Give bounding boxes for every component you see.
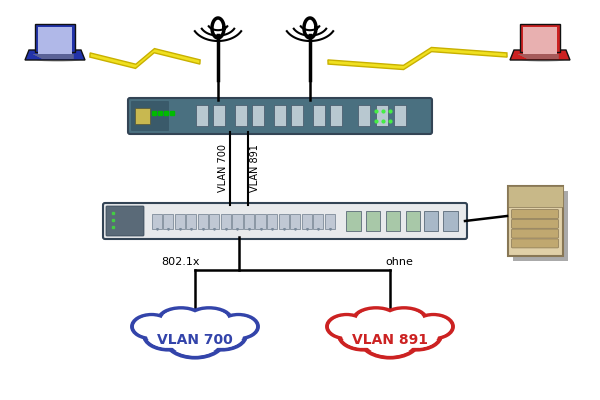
FancyBboxPatch shape	[511, 229, 559, 238]
FancyBboxPatch shape	[235, 105, 247, 126]
FancyBboxPatch shape	[443, 211, 458, 230]
Ellipse shape	[361, 322, 419, 358]
FancyBboxPatch shape	[244, 214, 254, 229]
Text: VLAN 700: VLAN 700	[157, 333, 233, 347]
Ellipse shape	[144, 320, 193, 350]
FancyBboxPatch shape	[329, 105, 341, 126]
Polygon shape	[328, 48, 507, 70]
Polygon shape	[90, 48, 200, 68]
Ellipse shape	[166, 322, 224, 358]
Polygon shape	[25, 50, 85, 60]
Ellipse shape	[414, 315, 453, 338]
FancyBboxPatch shape	[267, 214, 277, 229]
Ellipse shape	[187, 308, 232, 332]
Text: ohne: ohne	[385, 257, 413, 267]
Ellipse shape	[161, 310, 201, 330]
FancyBboxPatch shape	[135, 108, 150, 124]
FancyBboxPatch shape	[232, 214, 242, 229]
Text: 802.1x: 802.1x	[161, 257, 200, 267]
Ellipse shape	[356, 310, 396, 330]
FancyBboxPatch shape	[511, 239, 559, 248]
FancyBboxPatch shape	[508, 186, 563, 256]
Ellipse shape	[189, 310, 229, 330]
Ellipse shape	[132, 315, 171, 338]
FancyBboxPatch shape	[424, 211, 438, 230]
Ellipse shape	[518, 54, 568, 62]
Ellipse shape	[342, 322, 385, 348]
Polygon shape	[520, 24, 560, 52]
FancyBboxPatch shape	[376, 105, 388, 126]
Ellipse shape	[353, 308, 398, 332]
FancyBboxPatch shape	[511, 219, 559, 228]
FancyBboxPatch shape	[103, 203, 467, 239]
Ellipse shape	[158, 308, 203, 332]
FancyBboxPatch shape	[511, 210, 559, 218]
FancyBboxPatch shape	[358, 105, 370, 126]
Ellipse shape	[329, 316, 364, 337]
Polygon shape	[38, 27, 72, 54]
FancyBboxPatch shape	[313, 214, 323, 229]
FancyBboxPatch shape	[313, 105, 325, 126]
Ellipse shape	[134, 316, 169, 337]
Ellipse shape	[384, 310, 424, 330]
FancyBboxPatch shape	[290, 214, 300, 229]
FancyBboxPatch shape	[196, 105, 208, 126]
FancyBboxPatch shape	[128, 98, 432, 134]
FancyBboxPatch shape	[175, 214, 185, 229]
FancyBboxPatch shape	[251, 105, 263, 126]
FancyBboxPatch shape	[366, 211, 380, 230]
FancyBboxPatch shape	[512, 191, 568, 261]
FancyBboxPatch shape	[256, 214, 266, 229]
FancyBboxPatch shape	[187, 214, 196, 229]
Text: VLAN 700: VLAN 700	[218, 144, 228, 192]
Ellipse shape	[33, 54, 83, 62]
Ellipse shape	[169, 324, 221, 356]
Ellipse shape	[382, 308, 427, 332]
Text: VLAN 891: VLAN 891	[352, 333, 428, 347]
FancyBboxPatch shape	[163, 214, 173, 229]
FancyBboxPatch shape	[346, 211, 361, 230]
FancyBboxPatch shape	[394, 105, 406, 126]
FancyBboxPatch shape	[209, 214, 220, 229]
FancyBboxPatch shape	[325, 214, 335, 229]
FancyBboxPatch shape	[198, 214, 208, 229]
FancyBboxPatch shape	[106, 206, 144, 236]
Ellipse shape	[395, 322, 438, 348]
Ellipse shape	[197, 320, 246, 350]
Text: VLAN 891: VLAN 891	[250, 144, 260, 192]
FancyBboxPatch shape	[302, 214, 311, 229]
FancyBboxPatch shape	[131, 101, 169, 131]
Ellipse shape	[221, 316, 256, 337]
Ellipse shape	[327, 315, 366, 338]
FancyBboxPatch shape	[278, 214, 289, 229]
Ellipse shape	[339, 320, 388, 350]
Ellipse shape	[392, 320, 441, 350]
Polygon shape	[35, 24, 75, 52]
FancyBboxPatch shape	[406, 211, 420, 230]
FancyBboxPatch shape	[274, 105, 286, 126]
Ellipse shape	[147, 322, 190, 348]
Ellipse shape	[416, 316, 451, 337]
Polygon shape	[523, 27, 557, 54]
FancyBboxPatch shape	[152, 214, 162, 229]
Ellipse shape	[200, 322, 243, 348]
FancyBboxPatch shape	[290, 105, 302, 126]
Polygon shape	[510, 50, 570, 60]
FancyBboxPatch shape	[212, 105, 224, 126]
Ellipse shape	[364, 324, 416, 356]
FancyBboxPatch shape	[221, 214, 231, 229]
Ellipse shape	[219, 315, 258, 338]
FancyBboxPatch shape	[386, 211, 400, 230]
FancyBboxPatch shape	[508, 186, 563, 207]
